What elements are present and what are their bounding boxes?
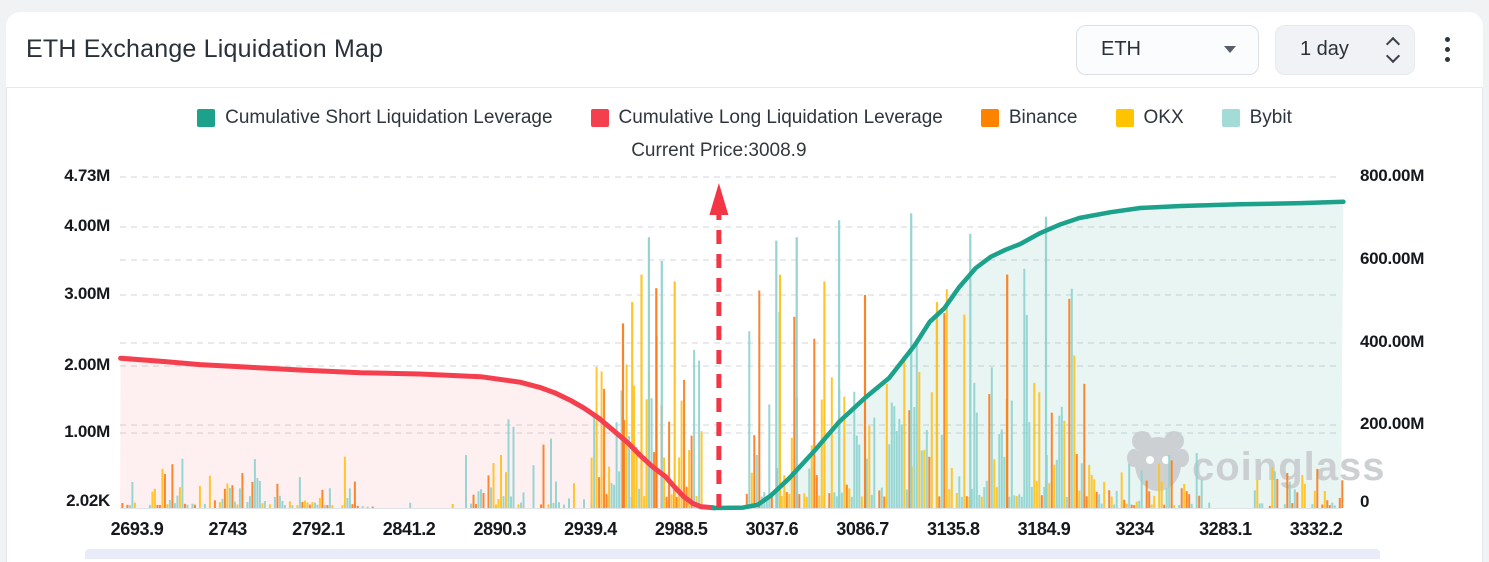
legend-label: Cumulative Short Liquidation Leverage [225,107,553,128]
legend-label: Binance [1008,107,1078,128]
legend-label: Bybit [1249,107,1292,128]
legend-item-bybit[interactable]: Bybit [1221,107,1292,129]
legend-item-okx[interactable]: OKX [1115,107,1184,129]
legend-label: OKX [1143,107,1184,128]
axis-tick-label: 4.73M [64,166,110,185]
axis-tick-label: 3086.7 [836,519,889,539]
axis-tick-label: 3135.8 [926,519,980,539]
legend-label: Cumulative Long Liquidation Leverage [618,107,943,128]
axis-tick-label: 3.00M [64,284,110,303]
watermark-text: coinglass [1192,445,1386,489]
legend-swatch-icon [980,109,999,127]
axis-tick-label: 3184.9 [1017,519,1071,539]
short-liquidation-area [713,201,1344,509]
symbol-select-value: ETH [1101,38,1141,60]
symbol-select[interactable]: ETH [1076,24,1259,75]
y-axis-right: 800.00M 600.00M 400.00M 200.00M 0 [1360,0,1480,558]
axis-tick-label: 2939.4 [564,519,617,539]
axis-tick-label: 2988.5 [654,519,708,539]
axis-tick-label: 3332.2 [1289,519,1343,539]
legend-item-cumulative-short-liquidation-leverage[interactable]: Cumulative Short Liquidation Leverage [197,107,553,129]
current-price-arrow-icon [709,183,729,215]
axis-tick-label: 2.00M [64,355,110,374]
axis-tick-label: 3037.6 [745,519,799,539]
legend-swatch-icon [197,109,216,127]
axis-tick-label: 4.00M [64,216,110,235]
current-price-label: Current Price:3008.9 [631,140,807,161]
legend-swatch-icon [1115,109,1134,127]
axis-tick-label: 1.00M [64,422,110,441]
long-liquidation-line [118,355,716,511]
interval-stepper[interactable]: 1 day [1275,24,1415,75]
axis-tick-label: 3234 [1115,519,1154,539]
axis-tick-label: 800.00M [1360,166,1425,185]
short-liquidation-line [711,199,1346,511]
legend-item-cumulative-long-liquidation-leverage[interactable]: Cumulative Long Liquidation Leverage [590,107,943,129]
axis-tick-label: 400.00M [1360,331,1425,351]
axis-tick-label: 2890.3 [473,519,527,539]
coinglass-watermark: coinglass [1127,431,1386,491]
axis-tick-label: 2743 [208,519,247,539]
legend-swatch-icon [1221,109,1240,127]
liquidation-map-card [6,12,1483,562]
more-options-button[interactable] [1429,28,1465,72]
liquidation-bars [121,213,1344,509]
long-liquidation-area [120,358,714,508]
axis-tick-label: 3283.1 [1199,519,1252,539]
y-axis-left: 4.73M 4.00M 3.00M 2.00M 1.00M 2.02K [0,0,112,558]
axis-tick-label: 2.02K [66,491,110,510]
axis-tick-label: 2792.1 [292,519,345,539]
legend-swatch-icon [590,109,609,127]
legend-item-binance[interactable]: Binance [980,107,1078,129]
zoom-slider[interactable] [85,549,1380,559]
chart-legend: Cumulative Short Liquidation Leverage Cum… [0,104,1489,132]
axis-tick-label: 200.00M [1360,414,1425,434]
chevron-down-icon [1224,46,1236,53]
card-header: ETH Exchange Liquidation Map ETH 1 day [6,12,1483,88]
interval-value: 1 day [1300,38,1349,60]
page-title: ETH Exchange Liquidation Map [26,35,384,63]
axis-tick-label: 600.00M [1360,248,1425,268]
axis-tick-label: 0 [1360,492,1370,511]
axis-tick-label: 2693.9 [110,519,164,539]
x-axis: 2693.9 2743 2792.1 2841.2 2890.3 2939.4 2988.5… [0,519,1489,543]
axis-tick-label: 2841.2 [382,519,436,539]
